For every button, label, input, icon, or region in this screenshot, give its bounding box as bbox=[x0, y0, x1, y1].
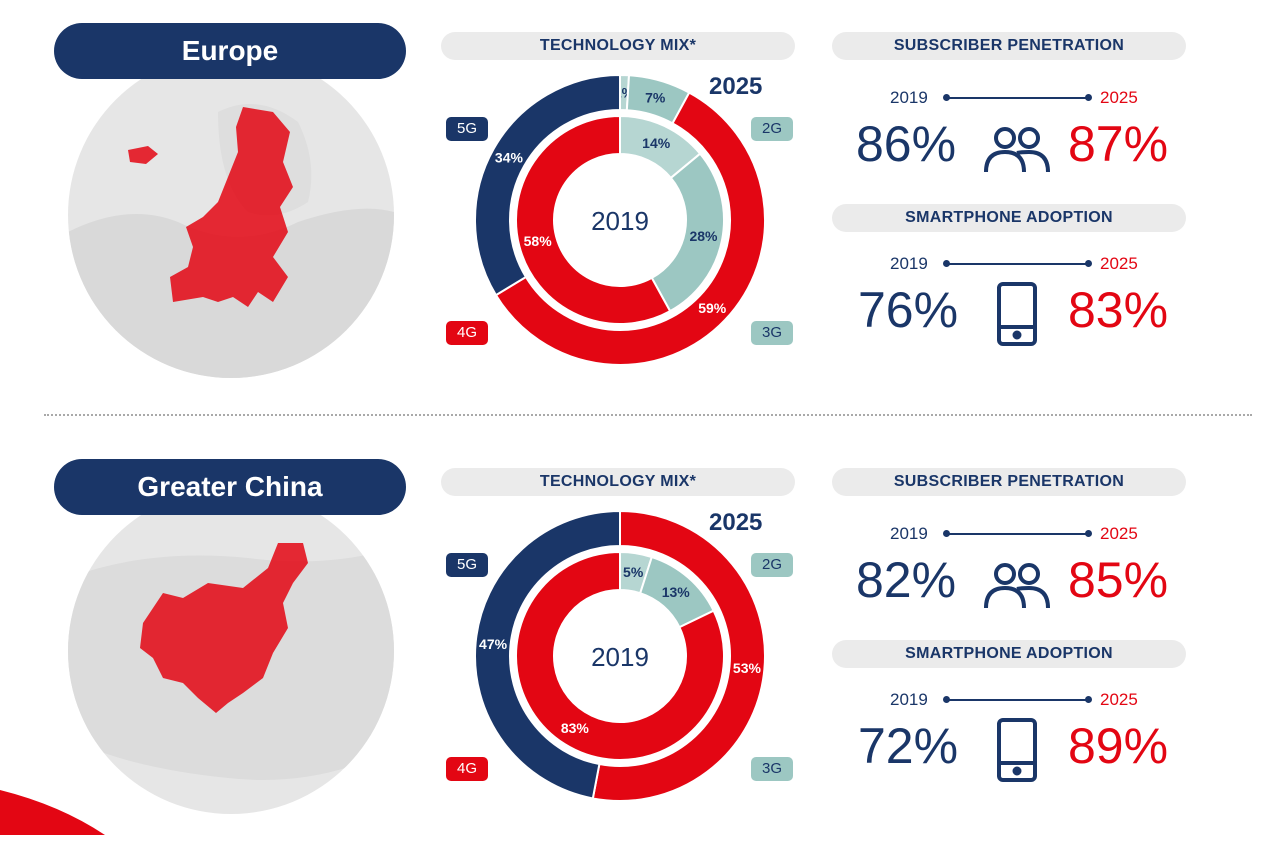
segment-label-2019-2g: 14% bbox=[642, 135, 671, 151]
region-europe: Europe TECHNOLOGY MIX* SUBSCRIBER PENETR… bbox=[0, 0, 1279, 410]
legend-5g: 5G bbox=[446, 553, 488, 577]
subscriber-2025-value: 85% bbox=[1068, 552, 1169, 608]
inner-ring-year: 2019 bbox=[591, 642, 649, 672]
technology-mix-donut: 1% 7%59%34%14%28%58%2019 bbox=[474, 73, 766, 366]
subscriber-year-range: 2019 2025 bbox=[880, 524, 1170, 544]
segment-label-2019-3g: 13% bbox=[662, 584, 691, 600]
segment-label-2025-4g: 59% bbox=[698, 300, 727, 316]
legend-3g: 3G bbox=[751, 757, 793, 781]
smartphone-2025-value: 83% bbox=[1068, 282, 1169, 338]
region-title: Europe bbox=[54, 23, 406, 79]
smartphone-2019-value: 76% bbox=[858, 282, 959, 338]
region-title: Greater China bbox=[54, 459, 406, 515]
technology-mix-label: TECHNOLOGY MIX* bbox=[441, 32, 795, 60]
subscriber-year-range: 2019 2025 bbox=[880, 88, 1170, 108]
outer-ring-year: 2025 bbox=[709, 509, 763, 536]
year-from: 2019 bbox=[890, 524, 928, 543]
legend-2g: 2G bbox=[751, 117, 793, 141]
segment-label-2019-4g: 83% bbox=[561, 720, 590, 736]
subscriber-2019-value: 86% bbox=[856, 116, 957, 172]
smartphone-year-range: 2019 2025 bbox=[880, 690, 1170, 710]
europe-globe-map bbox=[68, 52, 394, 378]
china-globe-map bbox=[68, 488, 394, 814]
decorative-swoosh bbox=[0, 790, 105, 835]
technology-mix-label: TECHNOLOGY MIX* bbox=[441, 468, 795, 496]
inner-ring-year: 2019 bbox=[591, 206, 649, 236]
people-icon bbox=[983, 124, 1051, 179]
year-to: 2025 bbox=[1100, 690, 1138, 709]
year-from: 2019 bbox=[890, 88, 928, 107]
smartphone-year-range: 2019 2025 bbox=[880, 254, 1170, 274]
year-to: 2025 bbox=[1100, 88, 1138, 107]
subscriber-2019-value: 82% bbox=[856, 552, 957, 608]
legend-4g: 4G bbox=[446, 321, 488, 345]
year-from: 2019 bbox=[890, 254, 928, 273]
technology-mix-donut: 53% 47% 5% 13% 83% 2019 bbox=[474, 509, 766, 802]
segment-label-2025-3g: 7% bbox=[645, 89, 666, 105]
people-icon bbox=[983, 560, 1051, 615]
segment-2025-4g bbox=[494, 91, 766, 366]
legend-4g: 4G bbox=[446, 757, 488, 781]
smartphone-2025-value: 89% bbox=[1068, 718, 1169, 774]
segment-2025-5g bbox=[474, 73, 621, 297]
region-greater-china: Greater China TECHNOLOGY MIX* SUBSCRIBER… bbox=[0, 436, 1279, 846]
subscriber-2025-value: 87% bbox=[1068, 116, 1169, 172]
segment-label-2025-5g: 34% bbox=[495, 149, 524, 165]
subscriber-penetration-label: SUBSCRIBER PENETRATION bbox=[832, 32, 1186, 60]
subscriber-penetration-label: SUBSCRIBER PENETRATION bbox=[832, 468, 1186, 496]
segment-2019-4g bbox=[515, 114, 672, 325]
segment-label-2025-5g: 47% bbox=[479, 636, 508, 652]
year-from: 2019 bbox=[890, 690, 928, 709]
outer-ring-year: 2025 bbox=[709, 73, 763, 100]
smartphone-2019-value: 72% bbox=[858, 718, 959, 774]
legend-2g: 2G bbox=[751, 553, 793, 577]
smartphone-adoption-label: SMARTPHONE ADOPTION bbox=[832, 204, 1186, 232]
year-to: 2025 bbox=[1100, 254, 1138, 273]
segment-label-2019-4g: 58% bbox=[524, 233, 553, 249]
segment-label-2025-4g: 53% bbox=[733, 660, 762, 676]
legend-5g: 5G bbox=[446, 117, 488, 141]
china-highlight bbox=[140, 543, 308, 713]
section-divider bbox=[44, 414, 1252, 416]
segment-2019-4g bbox=[515, 550, 725, 761]
smartphone-adoption-label: SMARTPHONE ADOPTION bbox=[832, 640, 1186, 668]
year-to: 2025 bbox=[1100, 524, 1138, 543]
smartphone-icon bbox=[996, 717, 1038, 788]
segment-label-2019-3g: 28% bbox=[689, 228, 718, 244]
segment-label-2019-2g: 5% bbox=[623, 564, 644, 580]
legend-3g: 3G bbox=[751, 321, 793, 345]
europe-highlight bbox=[170, 107, 293, 307]
segment-2025-5g bbox=[474, 509, 621, 800]
smartphone-icon bbox=[996, 281, 1038, 352]
segment-2025-4g bbox=[591, 509, 766, 802]
